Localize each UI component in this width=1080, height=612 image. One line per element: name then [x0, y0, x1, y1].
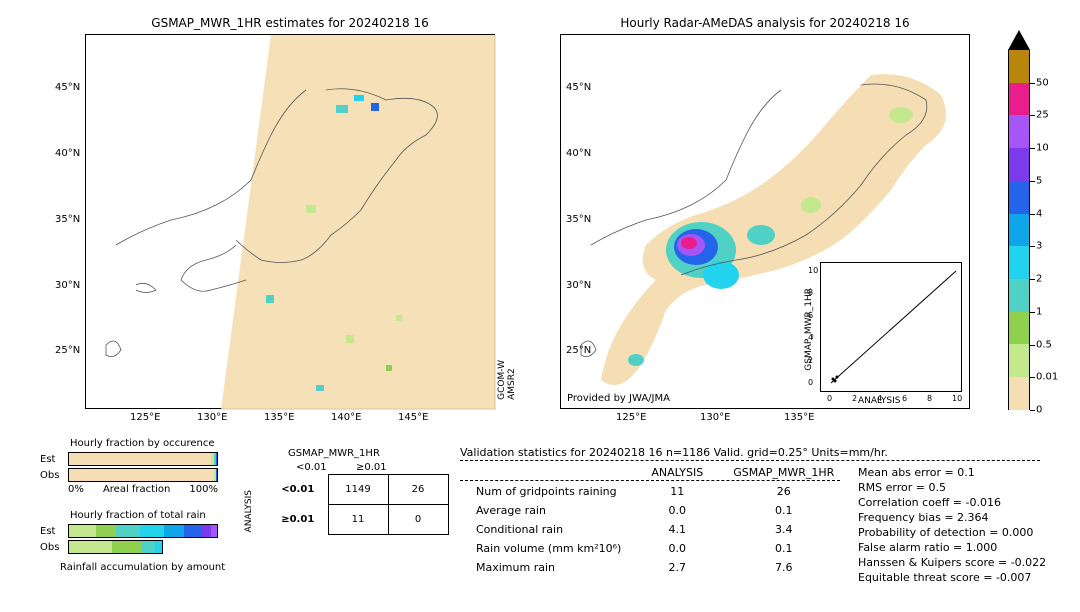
est-label2: Est [40, 526, 68, 537]
lon-130: 130°E [197, 412, 227, 423]
cont-01: 26 [388, 475, 448, 505]
lat-25: 25°N [55, 345, 80, 356]
cont-10: 11 [328, 505, 388, 535]
vt-col2: GSMAP_MWR_1HR [719, 464, 848, 481]
cont-11: 0 [388, 505, 448, 535]
rlat-30: 30°N [566, 280, 591, 291]
rlat-40: 40°N [566, 148, 591, 159]
dash-mid [460, 480, 840, 481]
rlat-25: 25°N [566, 345, 591, 356]
cont-col-lt: <0.01 [296, 462, 327, 473]
colorbar: 00.010.512345102550 [1008, 50, 1030, 410]
scatter-plot [820, 262, 962, 392]
lon-135: 135°E [264, 412, 294, 423]
total-rain-block: Est Obs [40, 522, 218, 556]
est-label: Est [40, 454, 68, 465]
obs-total-bar [68, 540, 163, 554]
left-map [85, 34, 495, 409]
rlat-35: 35°N [566, 214, 591, 225]
rlat-45: 45°N [566, 82, 591, 93]
obs-label: Obs [40, 470, 68, 481]
provider-label: Provided by JWA/JMA [567, 393, 670, 404]
lat-40: 40°N [55, 148, 80, 159]
lat-45: 45°N [55, 82, 80, 93]
vt-col1: ANALYSIS [637, 464, 717, 481]
lon-125: 125°E [130, 412, 160, 423]
rlon-130: 130°E [700, 412, 730, 423]
est-total-bar [68, 524, 218, 538]
cont-row-lt: <0.01 [268, 475, 328, 505]
total-rain-title: Hourly fraction of total rain [70, 510, 206, 521]
rlon-135: 135°E [784, 412, 814, 423]
cont-col-ge: ≥0.01 [356, 462, 387, 473]
accum-title: Rainfall accumulation by amount [60, 562, 225, 573]
satellite-label: GCOM-W AMSR2 [497, 360, 517, 400]
est-occurrence-bar [68, 452, 218, 466]
cont-row-ge: ≥0.01 [268, 505, 328, 535]
colorbar-arrow-icon [1008, 30, 1030, 50]
contingency-table: <0.01 1149 26 ≥0.01 11 0 [268, 474, 449, 535]
left-map-svg [86, 35, 496, 410]
occurrence-title: Hourly fraction by occurence [70, 438, 214, 449]
lat-30: 30°N [55, 280, 80, 291]
right-map-title: Hourly Radar-AMeDAS analysis for 2024021… [545, 16, 985, 30]
left-map-title: GSMAP_MWR_1HR estimates for 20240218 16 [70, 16, 510, 30]
stats-column: Mean abs error = 0.1RMS error = 0.5Corre… [858, 464, 1046, 586]
contingency-header: GSMAP_MWR_1HR [288, 448, 380, 459]
dash-top [460, 460, 1040, 461]
obs-occurrence-bar [68, 468, 218, 482]
obs-label2: Obs [40, 542, 68, 553]
lon-140: 140°E [331, 412, 361, 423]
lat-35: 35°N [55, 214, 80, 225]
contingency-axis: ANALYSIS [244, 490, 254, 532]
rlon-125: 125°E [616, 412, 646, 423]
lon-145: 145°E [398, 412, 428, 423]
pct0: 0% [68, 484, 84, 495]
validation-title: Validation statistics for 20240218 16 n=… [460, 446, 888, 459]
occurrence-block: Est Obs 0% Areal fraction 100% [40, 450, 218, 495]
cont-00: 1149 [328, 475, 388, 505]
pct100: 100% [189, 484, 218, 495]
areal-label: Areal fraction [84, 484, 190, 495]
